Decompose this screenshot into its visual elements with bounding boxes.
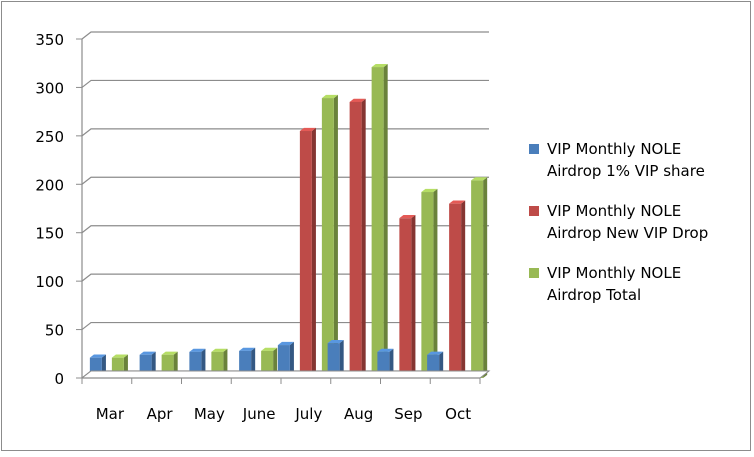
legend-label: VIP Monthly NOLE Airdrop Total: [547, 264, 681, 304]
legend-entry: VIP Monthly NOLE Airdrop Total: [529, 264, 681, 304]
x-tick-label: Mar: [96, 405, 125, 423]
legend-entry: VIP Monthly NOLE Airdrop 1% VIP share: [529, 140, 705, 180]
legend-entry: VIP Monthly NOLE Airdrop New VIP Drop: [529, 202, 708, 242]
x-tick-label: Sep: [394, 405, 422, 423]
x-tick-labels: Mar Apr May June July Aug Sep Oct: [96, 405, 471, 423]
legend-swatch: [529, 144, 539, 154]
x-tick-label: June: [242, 405, 276, 423]
bar: [327, 339, 344, 378]
y-tick-labels: 0 50 100 150 200 250 300 350: [35, 31, 64, 388]
y-tick-label: 300: [35, 79, 64, 97]
bar: [471, 177, 488, 378]
legend-label: VIP Monthly NOLE Airdrop New VIP Drop: [547, 202, 708, 242]
gridlines: [81, 31, 489, 379]
chart-floor: [80, 370, 491, 379]
y-tick-label: 250: [35, 128, 64, 146]
bar: [371, 63, 388, 379]
chart-frame: 0 50 100 150 200 250 300 350 Mar Apr May June July A…: [1, 1, 751, 451]
y-tick-label: 350: [35, 31, 64, 49]
x-tick-label: May: [194, 405, 225, 423]
gridline: [81, 79, 489, 88]
y-tick-label: 100: [35, 273, 64, 291]
y-tick-label: 50: [45, 322, 64, 340]
legend-swatch: [529, 206, 539, 216]
y-tick-label: 0: [54, 370, 64, 388]
x-tick-label: Oct: [445, 405, 471, 423]
bar: [321, 94, 338, 378]
bar: [399, 215, 416, 378]
bar-chart: 0 50 100 150 200 250 300 350 Mar Apr May June July A…: [35, 31, 708, 423]
bar: [421, 188, 438, 378]
bars: [89, 63, 488, 379]
bar: [349, 98, 366, 379]
gridline: [81, 31, 489, 40]
bar: [277, 341, 294, 378]
x-tick-label: Aug: [344, 405, 373, 423]
y-tick-label: 200: [35, 176, 64, 194]
bar: [299, 127, 316, 378]
x-tick-label: Apr: [147, 405, 174, 423]
legend: VIP Monthly NOLE Airdrop 1% VIP share VIP …: [529, 140, 708, 304]
axes: [76, 38, 491, 384]
legend-swatch: [529, 268, 539, 278]
bar: [449, 200, 466, 378]
y-tick-label: 150: [35, 225, 64, 243]
gridline: [81, 128, 489, 137]
legend-label: VIP Monthly NOLE Airdrop 1% VIP share: [547, 140, 705, 180]
x-tick-label: July: [294, 405, 322, 423]
gridline: [81, 176, 489, 185]
